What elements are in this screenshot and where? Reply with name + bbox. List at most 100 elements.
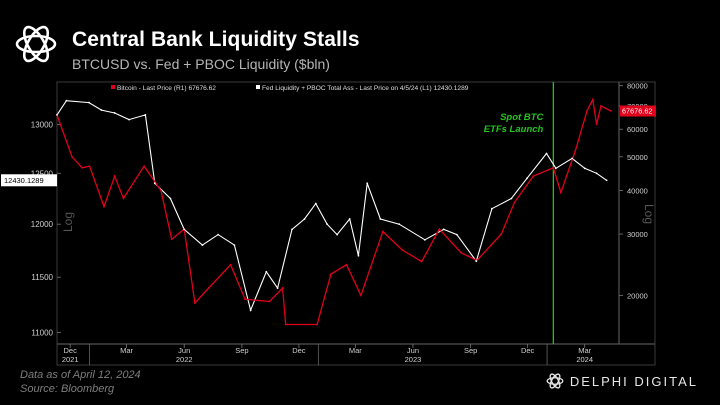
left-tick-label-4: 13000 bbox=[31, 120, 54, 129]
svg-text:67676.62: 67676.62 bbox=[622, 107, 652, 116]
btc-point-26 bbox=[460, 251, 463, 254]
source-note: Source: Bloomberg bbox=[20, 383, 115, 395]
liquidity-point-9 bbox=[183, 228, 186, 231]
liquidity-point-11 bbox=[217, 233, 219, 236]
left-tick-label-1: 11500 bbox=[31, 273, 53, 282]
liquidity-point-37 bbox=[595, 172, 598, 175]
right-tick-label-0: 20000 bbox=[627, 291, 648, 300]
btc-point-32 bbox=[559, 191, 562, 194]
liquidity-point-12 bbox=[233, 244, 236, 247]
btc-point-16 bbox=[281, 287, 284, 289]
right-axis-scale-label: Log bbox=[642, 204, 656, 224]
liquidity-point-6 bbox=[144, 113, 147, 116]
right-tick-label-6: 80000 bbox=[627, 82, 648, 91]
liquidity-point-30 bbox=[491, 207, 493, 210]
btc-point-23 bbox=[401, 249, 404, 251]
left-tick-label-0: 11000 bbox=[31, 329, 53, 338]
liquidity-point-2 bbox=[88, 101, 90, 104]
btc-point-22 bbox=[381, 230, 384, 233]
btc-point-37 bbox=[600, 105, 602, 107]
svg-text:12430.1289: 12430.1289 bbox=[4, 176, 44, 185]
liquidity-point-7 bbox=[153, 182, 156, 185]
btc-point-9 bbox=[170, 238, 173, 241]
x-tick-label-7: Sep bbox=[464, 346, 477, 355]
liquidity-point-16 bbox=[291, 228, 293, 231]
btc-point-18 bbox=[316, 323, 318, 326]
chart-legend: Bitcoin - Last Price (R1) 67676.62 Fed L… bbox=[111, 85, 469, 92]
legend-btc: Bitcoin - Last Price (R1) 67676.62 bbox=[117, 85, 216, 92]
btc-point-6 bbox=[122, 197, 125, 200]
liquidity-point-38 bbox=[605, 179, 608, 182]
btc-point-21 bbox=[360, 294, 362, 297]
x-tick-label-4: Dec bbox=[292, 346, 306, 355]
btc-point-36 bbox=[595, 123, 598, 126]
btc-point-12 bbox=[207, 287, 210, 289]
liquidity-point-21 bbox=[348, 218, 351, 220]
left-tick-label-2: 12000 bbox=[31, 220, 54, 229]
btc-point-8 bbox=[160, 189, 162, 192]
liquidity-point-0 bbox=[56, 113, 58, 116]
liquidity-point-8 bbox=[169, 197, 172, 200]
left-axis-ticks: 11000 11500 12000 12500 13000 bbox=[31, 120, 61, 338]
x-tick-label-6: Jun bbox=[407, 346, 419, 355]
liquidity-point-28 bbox=[455, 233, 458, 236]
btc-point-34 bbox=[586, 109, 589, 112]
liquidity-last-value-tag: 12430.1289 bbox=[1, 174, 57, 187]
etf-annotation-line1: Spot BTC bbox=[500, 112, 543, 123]
liquidity-point-22 bbox=[357, 254, 360, 257]
liquidity-point-24 bbox=[379, 218, 382, 220]
btc-point-14 bbox=[244, 298, 246, 301]
x-tick-label-1: Mar bbox=[120, 346, 133, 355]
liquidity-point-31 bbox=[510, 197, 513, 200]
brand-logo: DELPHI DIGITAL bbox=[546, 372, 698, 390]
x-tick-label-2: Jun bbox=[178, 346, 190, 355]
liquidity-point-3 bbox=[100, 109, 103, 112]
x-tick-label-9: Mar bbox=[578, 346, 591, 355]
left-tick-label-3: 12500 bbox=[31, 169, 54, 178]
btc-point-24 bbox=[420, 260, 423, 263]
liquidity-point-35 bbox=[571, 157, 574, 160]
btc-point-15 bbox=[268, 300, 271, 303]
page-subtitle: BTCUSD vs. Fed + PBOC Liquidity ($bln) bbox=[72, 56, 330, 72]
x-year-label-0: 2021 bbox=[62, 355, 79, 364]
data-date-note: Data as of April 12, 2024 bbox=[20, 369, 141, 381]
liquidity-point-34 bbox=[554, 167, 557, 170]
x-year-label-3: 2024 bbox=[576, 355, 593, 364]
btc-point-19 bbox=[329, 273, 332, 276]
btc-point-30 bbox=[532, 175, 535, 178]
btc-point-3 bbox=[88, 165, 91, 168]
x-year-label-2: 2023 bbox=[405, 355, 422, 364]
liquidity-series-points bbox=[56, 99, 608, 312]
liquidity-point-20 bbox=[336, 233, 339, 236]
btc-point-2 bbox=[81, 166, 83, 169]
page-title: Central Bank Liquidity Stalls bbox=[72, 28, 360, 51]
liquidity-point-36 bbox=[583, 167, 586, 170]
x-tick-label-8: Dec bbox=[521, 346, 535, 355]
btc-point-29 bbox=[513, 201, 516, 204]
btc-point-4 bbox=[103, 205, 105, 208]
liquidity-point-4 bbox=[113, 112, 116, 114]
x-year-label-1: 2022 bbox=[176, 355, 193, 364]
btc-last-value-tag: 67676.62 bbox=[620, 105, 656, 117]
legend-liquidity: Fed Liquidity + PBOC Total Ass - Last Pr… bbox=[262, 85, 469, 92]
btc-point-1 bbox=[71, 155, 73, 158]
liquidity-point-5 bbox=[128, 118, 130, 121]
btc-point-31 bbox=[552, 166, 555, 169]
btc-point-28 bbox=[500, 233, 503, 235]
liquidity-vs-btc-chart: Dec Mar Jun Sep Dec Mar Jun Sep Dec Mar 2021 2022 20… bbox=[1, 81, 656, 366]
liquidity-point-17 bbox=[303, 218, 306, 220]
liquidity-point-26 bbox=[423, 238, 426, 241]
liquidity-point-19 bbox=[326, 223, 329, 226]
liquidity-point-1 bbox=[65, 99, 68, 102]
left-axis-scale-label: Log bbox=[61, 212, 75, 232]
btc-point-7 bbox=[143, 165, 146, 168]
liquidity-point-29 bbox=[475, 260, 478, 262]
liquidity-point-13 bbox=[249, 309, 252, 312]
x-axis-ticks: Dec Mar Jun Sep Dec Mar Jun Sep Dec Mar 2021 2022 20… bbox=[62, 344, 593, 365]
btc-point-5 bbox=[113, 175, 116, 178]
etf-annotation-line2: ETFs Launch bbox=[484, 124, 544, 135]
btc-point-25 bbox=[438, 228, 441, 230]
liquidity-point-32 bbox=[526, 177, 528, 180]
liquidity-point-25 bbox=[398, 223, 401, 226]
btc-point-35 bbox=[591, 98, 594, 101]
